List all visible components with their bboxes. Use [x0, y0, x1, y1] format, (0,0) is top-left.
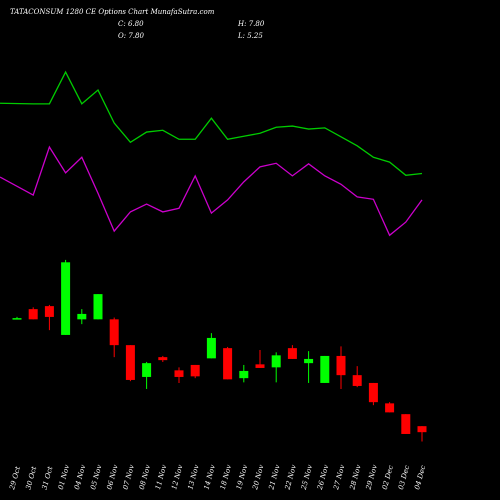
candle-body	[61, 262, 71, 335]
candle-body	[77, 313, 87, 320]
info-low: L: 5.25	[237, 32, 263, 40]
candle-body	[320, 355, 330, 383]
candle-body	[271, 355, 281, 368]
candle-body	[12, 318, 22, 320]
indicator-line	[0, 145, 423, 237]
candle-body	[287, 348, 297, 359]
candle-body	[174, 370, 184, 377]
candle-body	[401, 414, 411, 434]
indicator-line	[0, 70, 423, 176]
candle-body	[125, 345, 135, 380]
candle-body	[304, 358, 314, 364]
candle-body	[44, 306, 54, 317]
info-close: C: 6.80	[118, 20, 144, 28]
info-high: H: 7.80	[237, 20, 265, 28]
candle-body	[255, 364, 265, 368]
candle-body	[190, 364, 200, 377]
candle-body	[223, 348, 233, 380]
candle-body	[93, 294, 103, 320]
chart-title: TATACONSUM 1280 CE Options Chart MunafaS…	[10, 8, 215, 16]
candle-body	[109, 319, 119, 346]
candle-body	[239, 370, 249, 379]
candle-body	[28, 309, 38, 320]
candle-body	[368, 382, 378, 403]
info-open: O: 7.80	[118, 32, 144, 40]
candle-body	[385, 403, 395, 413]
candle-body	[417, 426, 427, 433]
candle-body	[206, 337, 216, 359]
candle-body	[352, 375, 362, 386]
candle-body	[336, 355, 346, 376]
candle-body	[158, 357, 168, 361]
candle-body	[142, 363, 152, 377]
